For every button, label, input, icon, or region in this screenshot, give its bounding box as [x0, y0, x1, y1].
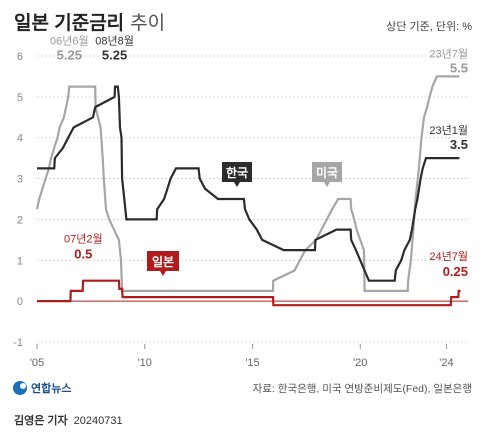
yonhap-logo-text: 연합뉴스: [31, 381, 71, 395]
source-note: 자료: 한국은행, 미국 연방준비제도(Fed), 일본은행: [253, 382, 472, 395]
y-tick-label: 5: [17, 92, 23, 104]
annotation-korea-2023: 23년1월 3.5: [429, 124, 468, 152]
tag-japan-bubble: [147, 251, 179, 276]
tag-us: 미국: [312, 162, 342, 187]
annotation-value: 5.5: [450, 60, 468, 75]
y-tick-label: -1: [13, 337, 23, 349]
tag-korea-bubble: [222, 162, 252, 187]
x-tick-label: '24: [439, 357, 453, 369]
series-lines: [35, 75, 461, 307]
x-axis-ticks: '05 '10 '15 '20 '24: [30, 344, 454, 369]
annotation-date: 23년1월: [429, 124, 468, 137]
annotation-us-2023: 23년7월 5.5: [429, 47, 468, 75]
reporter-name: 김영은 기자: [14, 413, 69, 427]
tag-japan-label: 일본: [152, 255, 174, 269]
y-tick-label: 4: [17, 133, 23, 145]
y-tick-label: 6: [17, 51, 23, 63]
y-tick-label: 2: [17, 214, 23, 226]
unit-label: 상단 기준, 단위: %: [386, 20, 472, 33]
tag-korea: 한국: [222, 162, 252, 187]
yonhap-logo: 연합뉴스: [13, 381, 71, 395]
series-line-korea: [37, 85, 460, 282]
annotation-value: 5.25: [57, 48, 82, 63]
annotation-us-2006: 06년6월 5.25: [50, 35, 89, 63]
yonhap-logo-icon-dot: [20, 383, 26, 389]
annotation-japan-2007: 07년2월 0.5: [64, 233, 103, 262]
y-tick-label: 3: [17, 174, 23, 186]
y-tick-label: 1: [17, 255, 23, 267]
annotation-japan-2024: 24년7월 0.25: [429, 250, 468, 279]
publish-date: 20240731: [74, 415, 123, 427]
series-line-us: [35, 75, 460, 292]
annotation-date: 23년7월: [429, 47, 468, 60]
grid-lines: [37, 55, 468, 343]
annotation-value: 5.25: [102, 48, 127, 63]
annotation-date: 06년6월: [50, 35, 89, 48]
x-tick-label: '10: [138, 357, 152, 369]
annotation-date: 24년7월: [429, 250, 468, 263]
y-tick-label: 0: [17, 296, 23, 308]
x-tick-label: '15: [245, 357, 259, 369]
annotation-date: 08년8월: [95, 35, 134, 48]
y-axis-ticks: -1 0 1 2 3 4 5 6: [13, 51, 23, 349]
x-tick-label: '20: [353, 357, 367, 369]
annotation-korea-2008: 08년8월 5.25: [95, 35, 134, 63]
tag-japan: 일본: [147, 251, 179, 276]
annotation-date: 07년2월: [64, 233, 103, 246]
tag-us-label: 미국: [316, 165, 338, 180]
annotation-value: 3.5: [450, 137, 468, 152]
tag-korea-label: 한국: [226, 165, 248, 180]
chart-title: 일본 기준금리 추이: [14, 12, 165, 34]
series-line-japan: [37, 279, 461, 307]
annotation-value: 0.25: [443, 264, 468, 279]
x-tick-label: '05: [30, 357, 44, 369]
annotation-value: 0.5: [74, 247, 92, 262]
tag-us-bubble: [312, 162, 342, 187]
credit: 김영은 기자 20240731: [14, 413, 123, 427]
